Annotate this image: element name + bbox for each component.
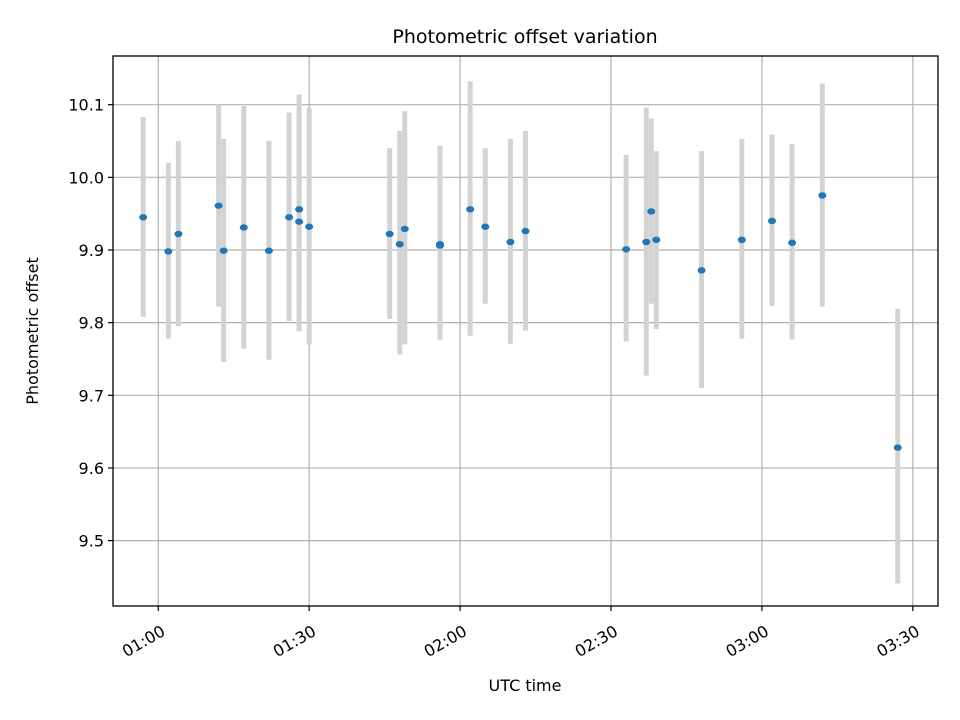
data-point xyxy=(521,227,530,235)
data-point xyxy=(435,242,444,249)
data-point xyxy=(466,206,475,213)
data-point xyxy=(818,192,827,199)
data-points xyxy=(139,192,902,451)
data-point xyxy=(285,214,294,221)
y-axis-ticks: 9.5 9.6 9.7 9.8 9.9 10.0 10.1 xyxy=(68,96,113,551)
data-point xyxy=(737,236,746,244)
data-point xyxy=(697,267,706,274)
data-point xyxy=(647,208,656,215)
data-point xyxy=(622,246,631,253)
data-point xyxy=(652,236,661,244)
data-point xyxy=(400,225,409,233)
plot-frame xyxy=(112,55,939,607)
data-point xyxy=(264,247,273,254)
data-point xyxy=(219,247,228,254)
x-axis-title: UTC time xyxy=(489,676,562,695)
y-tick-label: 9.5 xyxy=(79,532,104,551)
data-point xyxy=(788,239,797,246)
y-tick-label: 9.7 xyxy=(79,386,104,405)
y-tick-label: 10.0 xyxy=(68,168,104,187)
data-point xyxy=(767,217,776,225)
y-tick-label: 9.8 xyxy=(79,314,104,333)
data-point xyxy=(506,238,515,246)
data-point xyxy=(239,224,248,231)
data-point xyxy=(164,248,173,255)
grid xyxy=(113,56,938,606)
chart-title: Photometric offset variation xyxy=(392,26,657,48)
y-tick-label: 9.6 xyxy=(79,459,104,478)
y-tick-label: 10.1 xyxy=(68,96,104,115)
data-point xyxy=(305,223,314,230)
data-point xyxy=(174,230,183,238)
y-tick-label: 9.9 xyxy=(79,241,104,260)
data-point xyxy=(893,444,902,451)
data-point xyxy=(481,223,490,230)
data-point xyxy=(385,230,394,238)
data-point xyxy=(139,214,148,221)
plot-area xyxy=(113,56,938,606)
data-point xyxy=(295,218,304,225)
data-point xyxy=(395,240,404,248)
data-point xyxy=(214,202,223,209)
y-axis-title: Photometric offset xyxy=(23,257,42,405)
data-point xyxy=(295,206,304,213)
data-point xyxy=(642,238,651,246)
